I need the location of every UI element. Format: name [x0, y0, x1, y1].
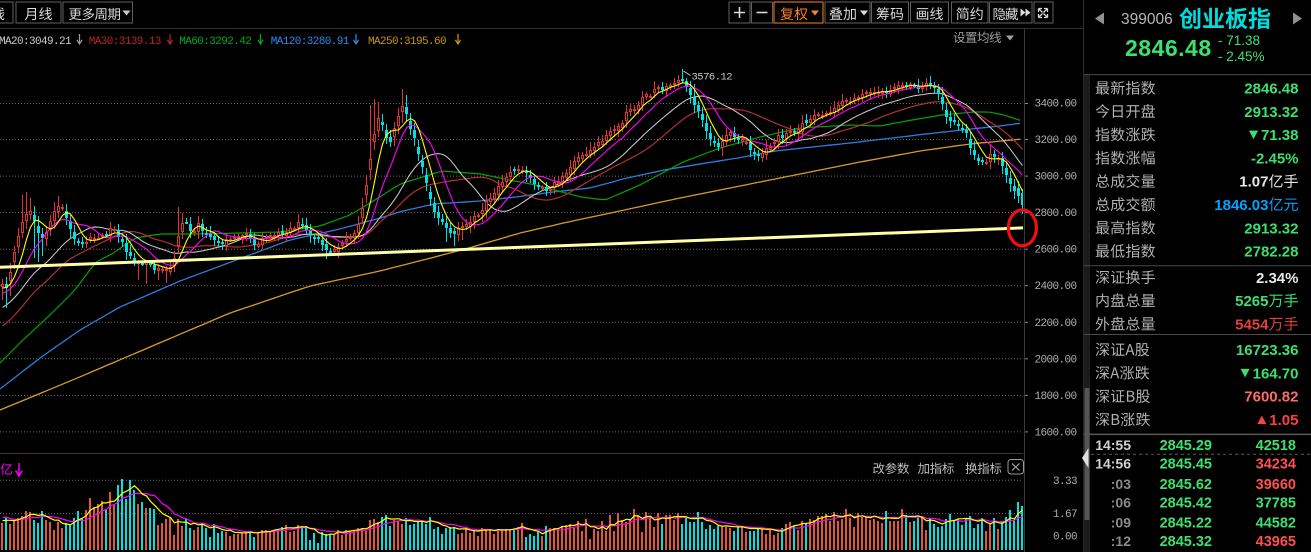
svg-text:2913.32: 2913.32 — [1244, 104, 1298, 121]
svg-text:3000.00: 3000.00 — [1035, 172, 1077, 184]
svg-text:2400.00: 2400.00 — [1035, 281, 1077, 293]
svg-text::03: :03 — [1111, 476, 1131, 492]
svg-text:MA120:3280.91: MA120:3280.91 — [271, 36, 350, 48]
svg-text:34234: 34234 — [1256, 457, 1296, 473]
svg-text:3576.12: 3576.12 — [692, 72, 733, 84]
svg-text:2000.00: 2000.00 — [1035, 354, 1077, 366]
svg-text:2600.00: 2600.00 — [1035, 245, 1077, 257]
svg-text:7600.82: 7600.82 — [1244, 389, 1298, 406]
svg-text:37785: 37785 — [1256, 496, 1296, 512]
svg-text:164.70: 164.70 — [1253, 365, 1299, 382]
svg-text:5265: 5265 — [1235, 293, 1268, 310]
svg-text:-2.45%: -2.45% — [1251, 150, 1299, 167]
svg-text:2200.00: 2200.00 — [1035, 318, 1077, 330]
svg-text:- 71.38: - 71.38 — [1218, 33, 1260, 48]
svg-text:MA250:3195.60: MA250:3195.60 — [368, 36, 446, 48]
svg-text:0.00: 0.00 — [1053, 532, 1077, 544]
svg-text:2845.62: 2845.62 — [1160, 477, 1212, 493]
svg-text:2845.45: 2845.45 — [1160, 457, 1212, 473]
svg-text:1.07: 1.07 — [1239, 174, 1268, 191]
svg-text:MA60:3292.42: MA60:3292.42 — [179, 36, 251, 48]
svg-text:16723.36: 16723.36 — [1236, 342, 1299, 359]
svg-text:1600.00: 1600.00 — [1035, 427, 1077, 439]
svg-text:3400.00: 3400.00 — [1035, 99, 1077, 111]
svg-text::12: :12 — [1111, 533, 1131, 549]
svg-text:71.38: 71.38 — [1261, 127, 1299, 144]
svg-text:2845.42: 2845.42 — [1160, 496, 1212, 512]
svg-text:- 2.45%: - 2.45% — [1218, 49, 1265, 64]
svg-text:2.34%: 2.34% — [1256, 270, 1299, 287]
svg-text:2845.32: 2845.32 — [1160, 534, 1212, 550]
svg-text:1.05: 1.05 — [1269, 412, 1298, 429]
svg-text:14:55: 14:55 — [1095, 437, 1131, 453]
svg-text:2845.29: 2845.29 — [1160, 438, 1212, 454]
svg-text:2846.48: 2846.48 — [1244, 81, 1298, 98]
svg-text:39660: 39660 — [1256, 477, 1296, 493]
svg-text:3.33: 3.33 — [1053, 476, 1077, 488]
svg-text:2845.22: 2845.22 — [1160, 516, 1212, 532]
svg-text:5454: 5454 — [1235, 316, 1269, 333]
svg-text:2800.00: 2800.00 — [1035, 208, 1077, 220]
svg-text:2846.48: 2846.48 — [1125, 35, 1212, 61]
svg-text:2913.32: 2913.32 — [1244, 220, 1298, 237]
svg-text:MA30:3139.13: MA30:3139.13 — [89, 36, 161, 48]
svg-text:1846.03: 1846.03 — [1214, 197, 1268, 214]
svg-text:399006: 399006 — [1121, 11, 1173, 28]
svg-text:1.67: 1.67 — [1053, 509, 1077, 521]
svg-text:MA20:3049.21: MA20:3049.21 — [0, 36, 72, 48]
svg-text:44582: 44582 — [1256, 516, 1296, 532]
svg-text:43965: 43965 — [1256, 534, 1296, 550]
svg-text:2782.28: 2782.28 — [1244, 244, 1298, 261]
svg-text::06: :06 — [1111, 495, 1131, 511]
svg-text:42518: 42518 — [1256, 438, 1296, 454]
svg-text:3200.00: 3200.00 — [1035, 135, 1077, 147]
svg-text:14:56: 14:56 — [1095, 456, 1131, 472]
svg-text::09: :09 — [1111, 515, 1131, 531]
svg-text:1800.00: 1800.00 — [1035, 391, 1077, 403]
